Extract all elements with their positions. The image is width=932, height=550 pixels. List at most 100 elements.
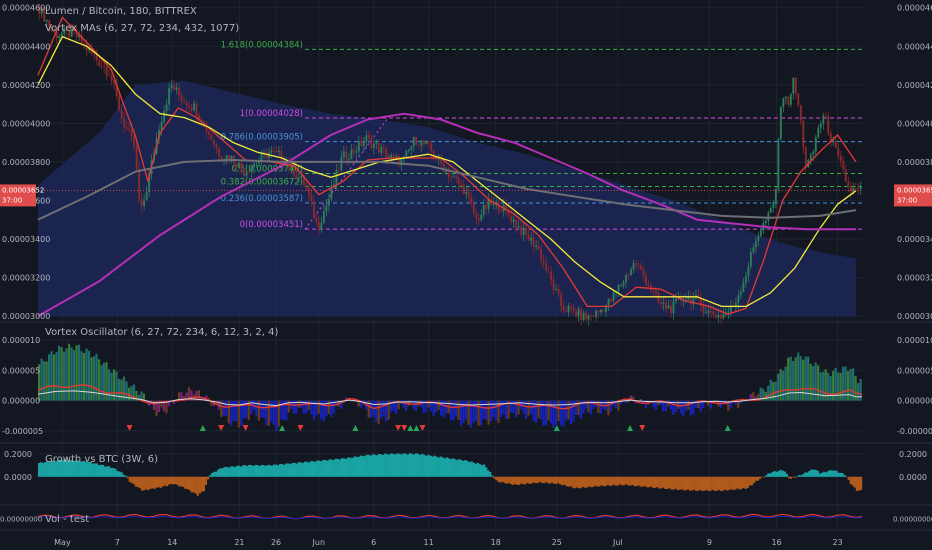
growth-bar — [808, 470, 811, 477]
oscillator-y-tick-left: 0.000005 — [2, 366, 40, 375]
oscillator-bar — [177, 392, 181, 401]
oscillator-bar — [232, 400, 235, 422]
fib-level-label: 0.382(0.00003672) — [221, 178, 303, 188]
buy-signal-marker — [407, 425, 414, 431]
candle-body — [337, 170, 340, 171]
oscillator-bar — [52, 354, 56, 401]
growth-bar — [732, 476, 735, 491]
growth-bar — [736, 476, 739, 489]
growth-bar — [662, 476, 665, 488]
oscillator-bar — [45, 361, 48, 401]
growth-bar — [835, 470, 838, 477]
growth-bar — [118, 471, 121, 477]
time-axis[interactable]: May 7 14 21 26 Jun 6 11 18 25 Jul 9 16 23 — [54, 538, 843, 547]
candle-body — [682, 300, 685, 302]
candle-body — [95, 54, 98, 61]
growth-y-tick-left: 0.2000 — [4, 450, 32, 459]
growth-bar — [806, 472, 809, 477]
candle-body — [193, 103, 196, 111]
last-price-label-right: 0.00003652 — [897, 186, 932, 194]
growth-bar — [701, 476, 704, 492]
candle-body — [208, 131, 210, 135]
growth-bar — [548, 476, 552, 484]
growth-bar — [703, 476, 706, 491]
growth-bar — [161, 476, 164, 487]
growth-bar — [431, 456, 434, 477]
growth-bar — [112, 468, 115, 477]
oscillator-bar — [167, 400, 171, 407]
oscillator-bar — [792, 360, 795, 401]
growth-bar — [186, 476, 189, 490]
candle-body — [809, 154, 812, 161]
growth-bar — [656, 476, 659, 488]
growth-bar — [441, 457, 445, 477]
main-y-tick-right: 0.00003200 — [897, 274, 932, 283]
growth-bar — [563, 476, 566, 485]
growth-bar — [211, 472, 214, 477]
growth-bar — [542, 476, 545, 484]
oscillator-bar — [385, 400, 388, 422]
growth-bar — [756, 476, 760, 481]
growth-bar — [857, 476, 861, 491]
growth-bar — [79, 461, 82, 477]
oscillator-bar — [65, 348, 68, 401]
candle-body — [205, 123, 208, 132]
candle-body — [123, 118, 126, 128]
growth-bar — [396, 453, 399, 477]
oscillator-bar — [250, 400, 253, 415]
candle-body — [245, 172, 248, 176]
oscillator-bar — [450, 400, 453, 421]
growth-bar — [614, 476, 618, 486]
vol-test-pane[interactable]: 0.00000000 0.00000000 Vol - test — [0, 513, 932, 525]
oscillator-bar — [370, 400, 373, 418]
oscillator-bar — [777, 373, 780, 401]
candle-body — [482, 204, 485, 215]
candle-body — [125, 127, 128, 129]
oscillator-bar — [472, 400, 475, 423]
fib-trend-line[interactable] — [304, 117, 389, 230]
oscillator-bar — [280, 400, 283, 420]
candle-body — [555, 288, 558, 290]
candle-body — [605, 304, 608, 312]
growth-y-tick-left: 0.0000 — [4, 473, 32, 482]
oscillator-bar — [522, 400, 525, 414]
candle-body — [390, 155, 393, 158]
sell-signal-marker — [401, 425, 408, 431]
growth-bar — [244, 465, 247, 477]
growth-bar — [276, 465, 280, 477]
oscillator-bar — [172, 400, 176, 404]
candle-body — [415, 136, 418, 145]
growth-bar — [262, 465, 265, 477]
oscillator-bar — [782, 370, 785, 401]
growth-bar — [557, 476, 560, 484]
buy-signal-marker — [413, 425, 420, 431]
growth-bar — [54, 461, 57, 477]
main-y-tick-left: 0.00004600 — [2, 4, 50, 13]
main-price-pane[interactable]: 1.618(0.00004384) 1(0.00004028) 0.786(0.00… — [0, 0, 932, 528]
growth-bar — [44, 462, 47, 477]
oscillator-bar — [839, 372, 842, 401]
growth-bar — [365, 454, 368, 477]
growth-left-axis: 0.2000 0.0000 — [4, 450, 32, 482]
oscillator-bar — [127, 387, 131, 401]
growth-bar — [855, 476, 859, 492]
oscillator-red-line — [37, 384, 863, 410]
candle-body — [345, 151, 348, 160]
candle-body — [702, 305, 705, 314]
oscillator-bar — [767, 385, 770, 401]
growth-bar — [425, 455, 428, 477]
growth-bar — [583, 476, 587, 488]
growth-bar — [330, 459, 333, 477]
growth-vs-btc-pane[interactable]: 0.2000 0.0000 0.2000 0.0000 Growth vs BTC … — [4, 450, 927, 496]
candle-body — [180, 95, 183, 102]
oscillator-bar — [697, 400, 700, 409]
candle-body — [595, 310, 598, 317]
vortex-oscillator-pane[interactable]: 0.000010 0.000005 0.000000 -0.000005 0.0000… — [2, 327, 932, 436]
growth-bar — [524, 476, 527, 485]
main-y-tick-left: 0.00004200 — [2, 81, 50, 90]
oscillator-bar — [834, 367, 837, 401]
growth-bar — [824, 472, 828, 477]
candle-body — [814, 137, 817, 152]
oscillator-bar — [547, 400, 550, 421]
fibonacci-levels[interactable]: 1.618(0.00004384) 1(0.00004028) 0.786(0.00… — [221, 40, 862, 230]
